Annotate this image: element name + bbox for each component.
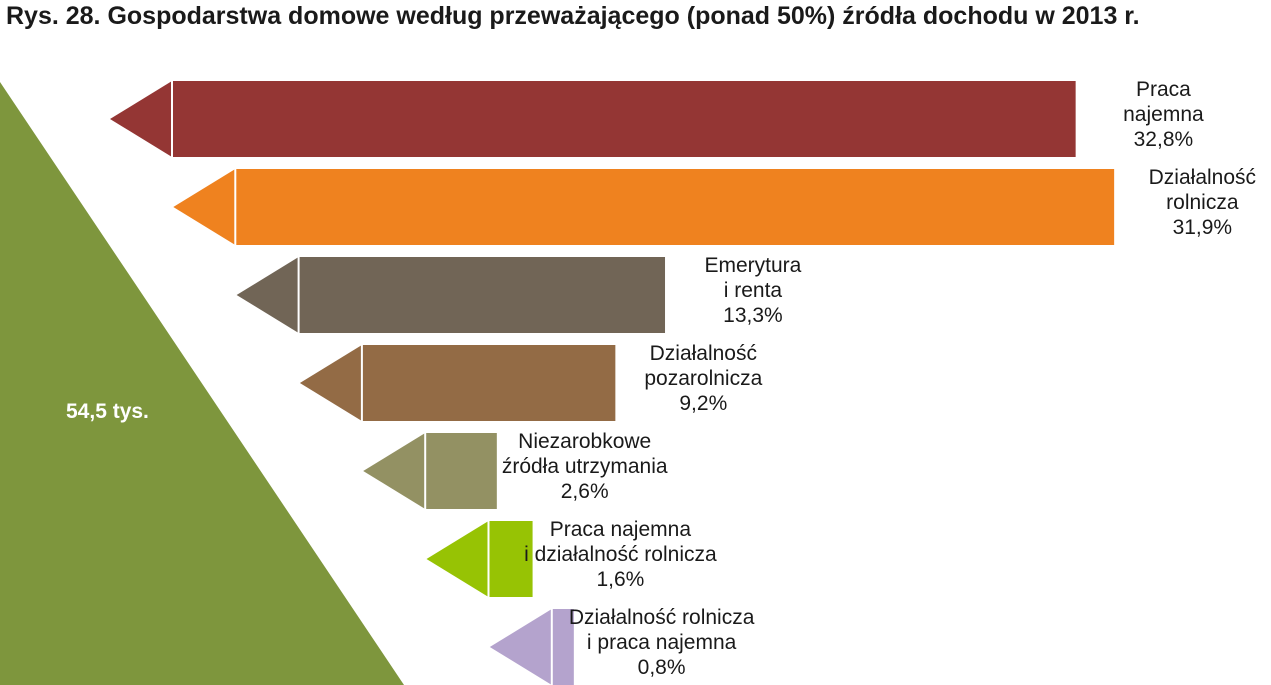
bar-body (551, 609, 574, 685)
bar-7 (489, 609, 574, 685)
category-label-6: Praca najemna i działalność rolnicza 1,6% (524, 517, 717, 592)
bar-body (172, 81, 1076, 157)
category-name-line: Działalność (1148, 166, 1257, 189)
bar-arrowhead (173, 169, 236, 245)
bars-group (110, 81, 1115, 685)
category-name-line: źródła utrzymania (501, 455, 668, 478)
bar-2 (173, 169, 1115, 245)
bar-arrowhead (426, 521, 489, 597)
bar-arrowhead (236, 257, 299, 333)
category-label-7: Działalność rolnicza i praca najemna 0,8% (569, 605, 755, 680)
category-label-4: Działalność pozarolnicza 9,2% (644, 341, 762, 416)
category-name-line: i renta (723, 279, 783, 302)
category-value: 13,3% (723, 304, 783, 327)
category-value: 32,8% (1133, 128, 1194, 151)
bar-1 (110, 81, 1076, 157)
category-name-line: i działalność rolnicza (524, 543, 717, 566)
bar-arrowhead (110, 81, 172, 157)
bar-4 (299, 345, 616, 421)
category-value: 0,8% (637, 656, 686, 679)
bar-arrowhead (489, 609, 552, 685)
chart-title: Rys. 28. Gospodarstwa domowe według prze… (6, 2, 1140, 30)
category-label-2: Działalność rolnicza 31,9% (1149, 165, 1256, 240)
bar-arrowhead (363, 433, 426, 509)
category-value: 1,6% (596, 568, 645, 591)
category-name-line: Działalność rolnicza (568, 606, 755, 629)
category-name-line: Praca (1135, 78, 1191, 101)
category-name-line: i praca najemna (586, 631, 737, 654)
bar-arrowhead (299, 345, 362, 421)
category-name-line: pozarolnicza (644, 367, 763, 390)
bar-body (235, 169, 1115, 245)
category-name-line: Niezarobkowe (518, 430, 652, 453)
bar-body (298, 257, 666, 333)
bar-6 (426, 521, 533, 597)
category-label-5: Niezarobkowe źródła utrzymania 2,6% (502, 429, 668, 504)
category-label-3: Emerytura i renta 13,3% (705, 253, 802, 328)
category-name-line: Działalność (649, 342, 757, 365)
category-name-line: najemna (1123, 103, 1204, 126)
bar-body (488, 521, 533, 597)
category-value: 2,6% (560, 480, 609, 503)
total-triangle (0, 82, 404, 685)
category-name-line: Emerytura (704, 254, 802, 277)
bar-body (425, 433, 497, 509)
category-name-line: rolnicza (1166, 191, 1239, 214)
bar-body (361, 345, 616, 421)
category-value: 31,9% (1172, 216, 1233, 239)
total-households-label: 54,5 tys. (66, 400, 149, 423)
bar-3 (236, 257, 666, 333)
category-label-1: Praca najemna 32,8% (1123, 77, 1204, 152)
bar-5 (363, 433, 497, 509)
category-name-line: Praca najemna (549, 518, 691, 541)
category-value: 9,2% (679, 392, 728, 415)
